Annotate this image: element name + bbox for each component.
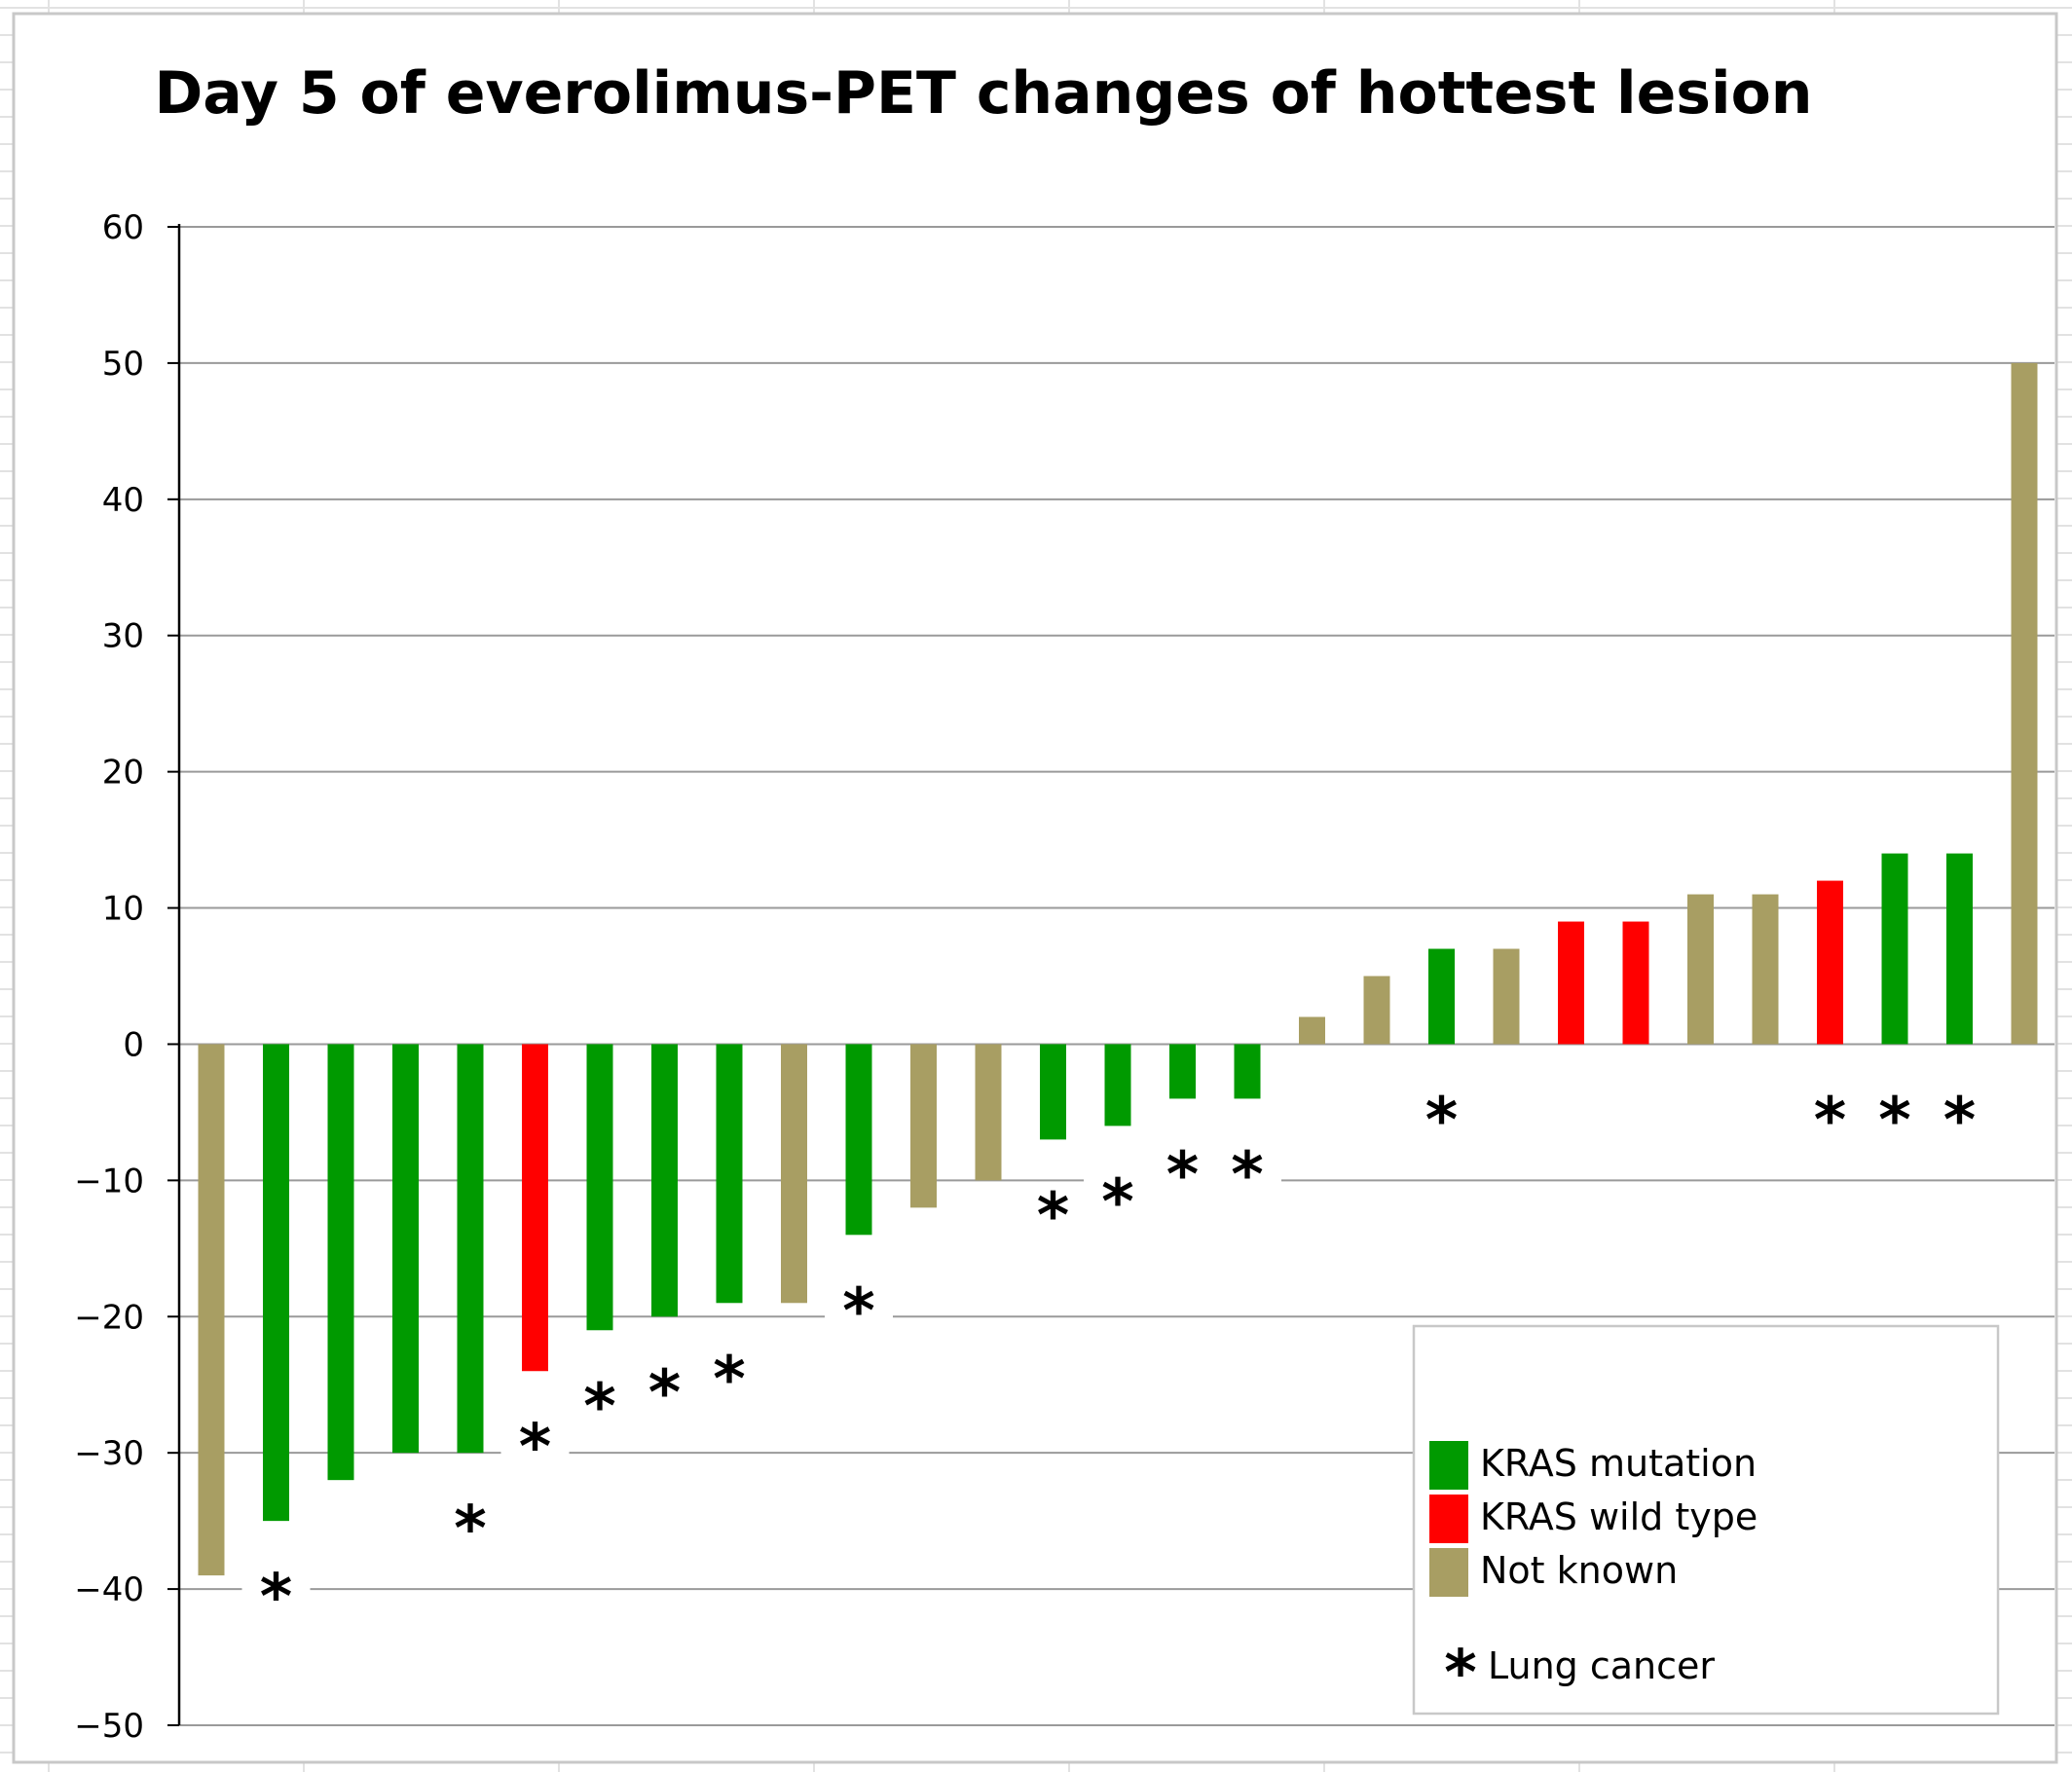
marker-backdrop: [1018, 1190, 1088, 1245]
bars: [198, 362, 2038, 1576]
marker-backdrop: [1407, 1094, 1476, 1150]
bar: [716, 1044, 743, 1304]
bar: [1558, 921, 1584, 1045]
y-tick-label: −30: [74, 1434, 144, 1473]
y-tick-label: 10: [102, 890, 144, 929]
marker-backdrop: [1084, 1176, 1152, 1232]
lung-cancer-marker: *: [648, 1357, 681, 1429]
y-tick-label: 50: [102, 345, 144, 384]
bar: [1428, 948, 1455, 1045]
marker-backdrop: [436, 1503, 504, 1559]
chart-title: Day 5 of everolimus-PET changes of hotte…: [154, 59, 1812, 128]
marker-backdrop: [1861, 1094, 1929, 1150]
bar: [1040, 1044, 1066, 1140]
bar: [1493, 948, 1520, 1045]
marker-backdrop: [825, 1285, 893, 1341]
bar: [2011, 362, 2038, 1045]
lung-cancer-marker: *: [1425, 1085, 1458, 1157]
bar: [1946, 853, 1973, 1045]
lung-cancer-marker: *: [713, 1344, 745, 1416]
bar: [1752, 894, 1779, 1045]
bar: [1299, 1016, 1325, 1045]
lung-cancer-marker: *: [842, 1275, 874, 1347]
bar: [392, 1044, 419, 1454]
lung-cancer-marker: *: [1231, 1139, 1263, 1211]
legend: KRAS mutation KRAS wild type Not known * Lun…: [1412, 1324, 2000, 1716]
legend-swatch: [1429, 1548, 1468, 1597]
y-tick-label: −50: [74, 1707, 144, 1746]
legend-box: [1412, 1324, 2000, 1716]
lung-cancer-marker: *: [1101, 1166, 1133, 1238]
bar: [1234, 1044, 1261, 1099]
y-tick-label: 40: [102, 481, 144, 520]
gridlines: [179, 226, 2054, 1726]
marker-backdrop: [566, 1381, 634, 1436]
bar: [1817, 880, 1843, 1045]
lung-cancer-marker: *: [260, 1562, 292, 1634]
y-axis: 60 50 40 30 20 10 0 −10 −20 −30 −40 −50: [74, 208, 179, 1746]
bar: [586, 1044, 613, 1331]
bar: [1104, 1044, 1131, 1126]
legend-label: Not known: [1480, 1549, 1678, 1592]
y-tick-label: 20: [102, 754, 144, 793]
y-tick-label: 30: [102, 617, 144, 656]
marker-backdrop: [695, 1353, 763, 1409]
y-tick-label: −40: [74, 1570, 144, 1609]
bar: [198, 1044, 225, 1576]
bar: [845, 1044, 872, 1236]
lung-cancer-marker: *: [454, 1494, 486, 1566]
lung-cancer-marker: *: [1166, 1139, 1199, 1211]
lung-cancer-marker: *: [519, 1412, 551, 1484]
y-tick-label: 0: [123, 1025, 144, 1064]
bar: [327, 1044, 354, 1481]
legend-swatch: [1429, 1441, 1468, 1490]
bar: [457, 1044, 484, 1454]
bar: [1363, 976, 1390, 1045]
bar: [1687, 894, 1714, 1045]
marker-backdrop: [1213, 1149, 1281, 1204]
lung-cancer-marker: *: [1878, 1085, 1910, 1157]
lung-cancer-marker: *: [1943, 1085, 1976, 1157]
lung-cancer-marker: *: [583, 1371, 615, 1443]
marker-backdrop: [1795, 1094, 1865, 1150]
lung-cancer-markers: * * * * * * * * * * * * * * *: [241, 1085, 1994, 1634]
legend-swatch: [1429, 1495, 1468, 1543]
legend-marker-icon: *: [1444, 1638, 1476, 1710]
lung-cancer-marker: *: [1037, 1180, 1069, 1252]
bar: [522, 1044, 548, 1372]
legend-label: KRAS wild type: [1480, 1495, 1758, 1538]
marker-backdrop: [630, 1367, 699, 1422]
legend-label: KRAS mutation: [1480, 1442, 1757, 1485]
legend-marker-label: Lung cancer: [1488, 1644, 1715, 1687]
bar: [651, 1044, 678, 1317]
y-tick-label: −20: [74, 1298, 144, 1337]
lung-cancer-marker: *: [1814, 1085, 1846, 1157]
bar: [1622, 921, 1649, 1045]
y-tick-label: 60: [102, 208, 144, 247]
bar: [975, 1044, 1002, 1181]
bar: [263, 1044, 289, 1522]
marker-backdrop: [241, 1571, 311, 1627]
bar: [910, 1044, 937, 1208]
marker-backdrop: [1148, 1149, 1217, 1204]
y-tick-label: −10: [74, 1162, 144, 1200]
bar: [1169, 1044, 1196, 1099]
marker-backdrop: [500, 1421, 570, 1477]
marker-backdrop: [1925, 1094, 1994, 1150]
bar: [1881, 853, 1908, 1045]
bar: [781, 1044, 807, 1304]
